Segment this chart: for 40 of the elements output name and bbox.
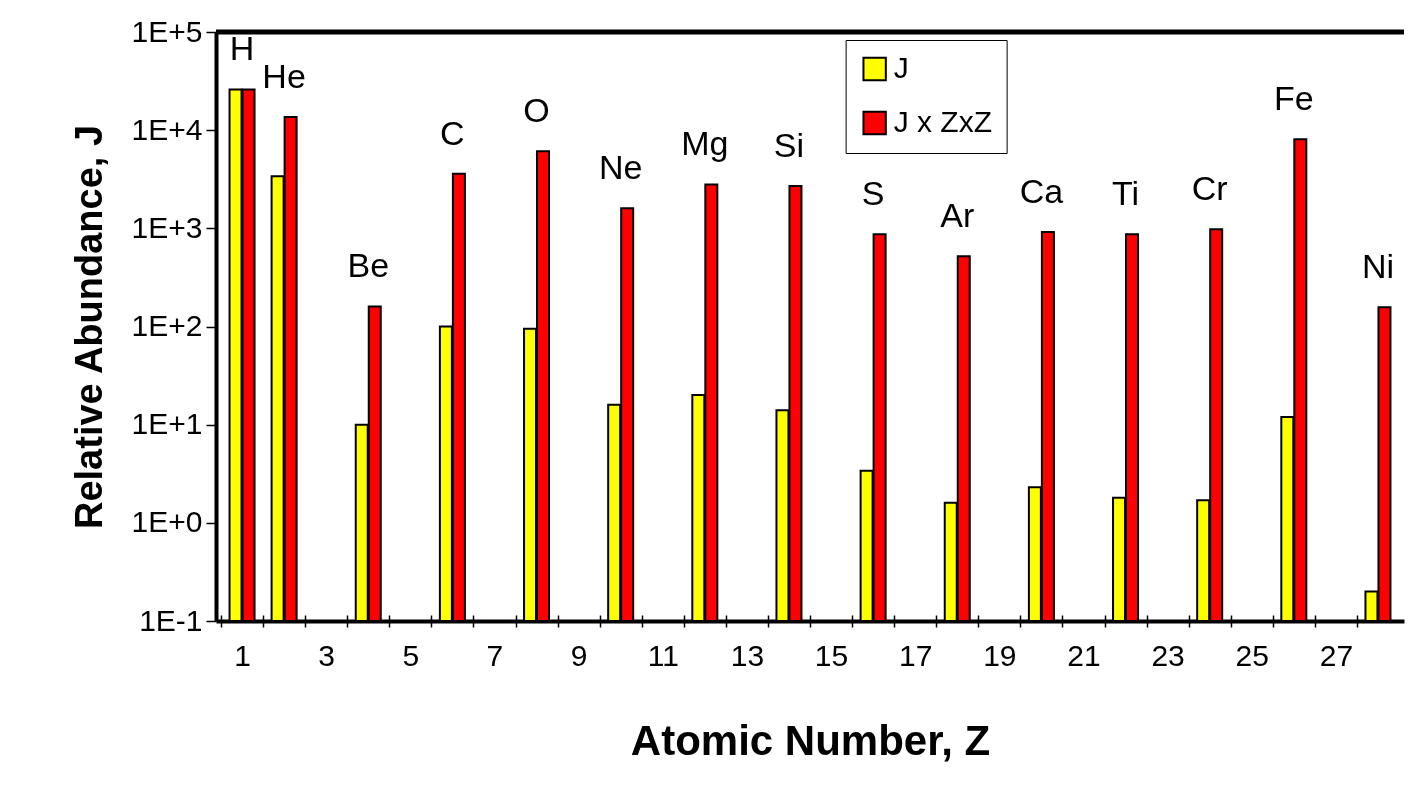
- annotation: Be: [347, 246, 390, 285]
- annotation: C: [440, 113, 465, 152]
- x-tick-label: 21: [1067, 638, 1101, 672]
- annotation: Ti: [1112, 174, 1140, 213]
- x-tick-label: 13: [730, 638, 765, 672]
- x-tick-label: 3: [318, 638, 336, 672]
- legend-label: J x ZxZ: [893, 105, 992, 138]
- annotation: He: [262, 57, 306, 96]
- annotation: Ni: [1361, 247, 1395, 286]
- annotation: Cr: [1191, 169, 1228, 208]
- y-tick-label: 1E+0: [131, 505, 203, 539]
- x-tick-label: 11: [647, 638, 679, 672]
- y-axis-title: Relative Abundance, J: [67, 124, 110, 530]
- annotation: Mg: [681, 124, 729, 163]
- y-tick-label: 1E-1: [139, 603, 203, 637]
- x-tick-label: 9: [570, 638, 588, 672]
- annotation: Ne: [598, 148, 643, 187]
- x-tick-label: 23: [1151, 638, 1185, 672]
- legend-label: J: [893, 51, 909, 84]
- annotation: Ca: [1019, 171, 1064, 210]
- x-tick-label: 7: [486, 638, 504, 672]
- x-tick-label: 17: [898, 638, 933, 672]
- y-tick-label: 1E+1: [131, 407, 203, 441]
- annotation: Ar: [940, 196, 975, 235]
- x-tick-label: 5: [402, 638, 420, 672]
- annotation: Si: [773, 125, 805, 164]
- annotation: Fe: [1273, 79, 1314, 118]
- annotation: H: [229, 29, 255, 68]
- y-tick-label: 1E+5: [131, 14, 203, 48]
- x-tick-label: 1: [234, 638, 251, 672]
- annotation: S: [861, 174, 885, 213]
- x-tick-label: 27: [1319, 638, 1354, 672]
- x-axis-title: Atomic Number, Z: [630, 716, 991, 764]
- y-tick-label: 1E+4: [131, 112, 203, 146]
- annotation: O: [523, 91, 550, 130]
- x-tick-label: 25: [1235, 638, 1269, 672]
- x-tick-label: 15: [814, 638, 849, 672]
- x-tick-label: 19: [983, 638, 1017, 672]
- y-tick-label: 1E+2: [131, 309, 203, 342]
- y-tick-label: 1E+3: [131, 210, 203, 244]
